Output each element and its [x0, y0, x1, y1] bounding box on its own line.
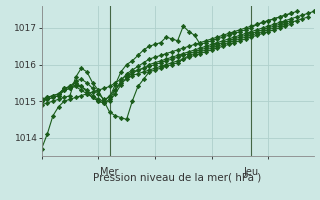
Text: Mer: Mer — [100, 167, 119, 177]
X-axis label: Pression niveau de la mer( hPa ): Pression niveau de la mer( hPa ) — [93, 173, 262, 183]
Text: Jeu: Jeu — [244, 167, 259, 177]
